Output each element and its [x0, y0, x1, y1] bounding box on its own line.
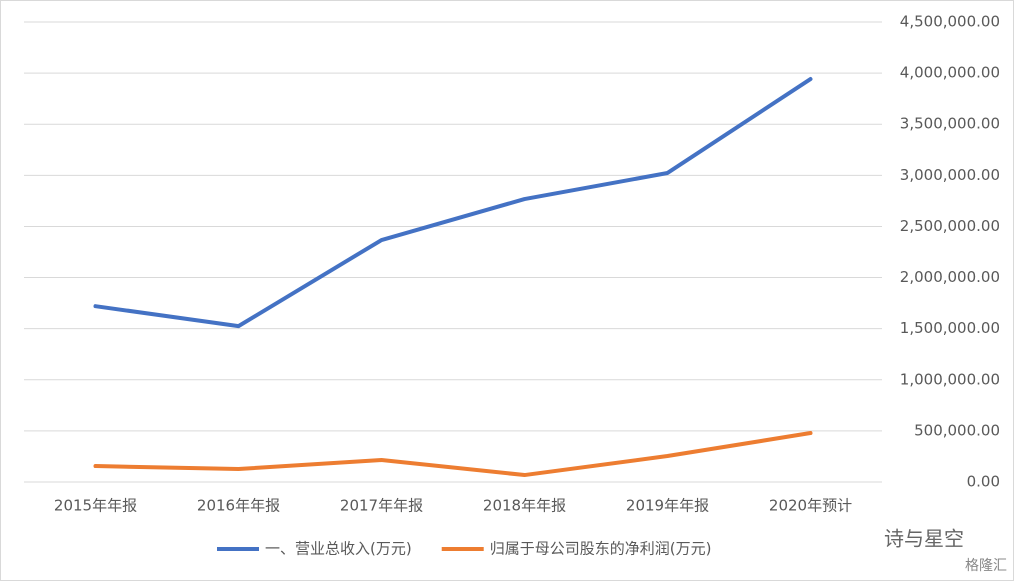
watermark: 诗与星空 — [884, 527, 964, 551]
x-tick-label: 2015年年报 — [54, 497, 137, 515]
legend-label: 一、营业总收入(万元) — [265, 540, 412, 558]
y-tick-label: 500,000.00 — [914, 421, 1000, 439]
watermark: 格隆汇 — [965, 558, 1007, 574]
x-tick-label: 2018年年报 — [483, 497, 566, 515]
y-tick-label: 3,500,000.00 — [900, 115, 1000, 133]
y-tick-label: 4,000,000.00 — [900, 64, 1000, 82]
y-tick-label: 4,500,000.00 — [900, 13, 1000, 31]
series-line — [93, 77, 813, 329]
y-tick-label: 1,500,000.00 — [900, 319, 1000, 337]
y-tick-label: 2,500,000.00 — [900, 217, 1000, 235]
y-tick-label: 0.00 — [967, 473, 1000, 491]
y-tick-label: 2,000,000.00 — [900, 268, 1000, 286]
x-tick-label: 2017年年报 — [340, 497, 423, 515]
series-line — [93, 431, 813, 478]
x-tick-label: 2016年年报 — [197, 497, 280, 515]
y-tick-label: 1,000,000.00 — [900, 370, 1000, 388]
x-tick-label: 2020年预计 — [769, 497, 852, 515]
x-tick-label: 2019年年报 — [626, 497, 709, 515]
y-tick-label: 3,000,000.00 — [900, 166, 1000, 184]
legend-label: 归属于母公司股东的净利润(万元) — [490, 540, 712, 558]
